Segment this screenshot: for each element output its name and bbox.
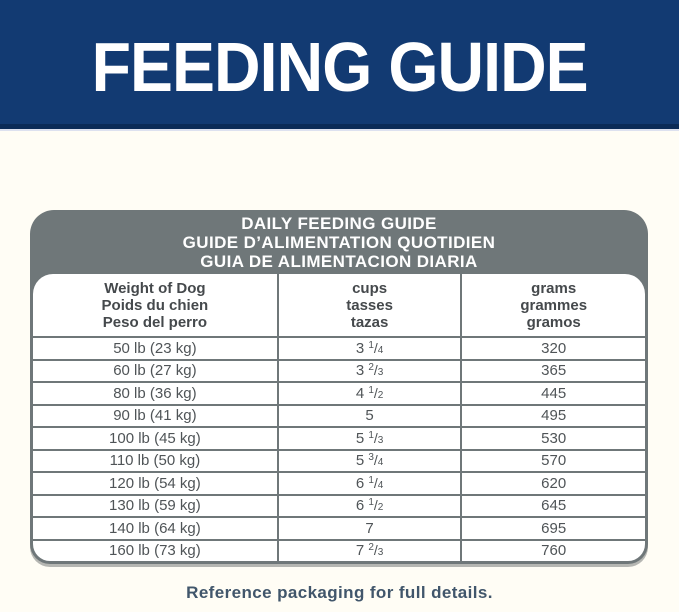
table-row: 160 lb (73 kg) 7 2/3 760 — [33, 539, 645, 561]
feeding-table: Weight of Dog Poids du chien Peso del pe… — [33, 274, 645, 561]
table-title-line-en: DAILY FEEDING GUIDE — [241, 213, 437, 233]
col-header-cups: cups tasses tazas — [276, 274, 462, 338]
fraction-numerator: 1 — [368, 339, 374, 351]
fraction-slash: / — [373, 452, 378, 469]
col-header-grams-en: grams — [531, 279, 577, 297]
weight-cell: 140 lb (64 kg) — [33, 517, 278, 541]
fraction-denominator: 4 — [377, 344, 384, 356]
cups-cell: 5 — [276, 404, 462, 428]
table-row: 80 lb (36 kg) 4 1/2 445 — [33, 382, 645, 406]
col-header-cups-en: cups — [352, 279, 388, 297]
fraction-numerator: 2 — [368, 362, 374, 374]
fraction-numerator: 3 — [368, 452, 374, 464]
col-header-weight-fr: Poids du chien — [101, 296, 209, 314]
fraction-denominator: 4 — [377, 479, 384, 491]
table-row: 120 lb (54 kg) 6 1/4 620 — [33, 472, 645, 496]
fraction-denominator: 2 — [377, 502, 384, 514]
fraction-slash: / — [373, 429, 378, 446]
fraction-slash: / — [373, 497, 378, 514]
table-row: 130 lb (59 kg) 6 1/2 645 — [33, 494, 645, 518]
table-row: 100 lb (45 kg) 5 1/3 530 — [33, 427, 645, 451]
fraction-denominator: 4 — [377, 457, 384, 469]
feeding-guide-card: DAILY FEEDING GUIDE GUIDE D’ALIMENTATION… — [30, 210, 648, 564]
weight-cell: 100 lb (45 kg) — [33, 427, 278, 451]
table-row: 60 lb (27 kg) 3 2/3 365 — [33, 359, 645, 383]
weight-cell: 110 lb (50 kg) — [33, 449, 278, 473]
table-title-line-es: GUIA DE ALIMENTACION DIARIA — [200, 251, 478, 271]
grams-cell: 320 — [460, 337, 645, 361]
table-title-line-fr: GUIDE D’ALIMENTATION QUOTIDIEN — [182, 232, 496, 252]
fraction-denominator: 3 — [377, 434, 384, 446]
fraction-denominator: 3 — [377, 547, 384, 559]
cups-cell: 3 1/4 — [276, 337, 462, 361]
fraction-numerator: 1 — [368, 429, 374, 441]
fraction-numerator: 1 — [368, 384, 374, 396]
fraction-slash: / — [373, 362, 378, 379]
table-title: DAILY FEEDING GUIDE GUIDE D’ALIMENTATION… — [30, 210, 648, 274]
fraction-slash: / — [373, 474, 378, 491]
cups-cell: 3 2/3 — [276, 359, 462, 383]
col-header-grams-es: gramos — [526, 313, 581, 331]
weight-cell: 60 lb (27 kg) — [33, 359, 278, 383]
fraction-slash: / — [373, 384, 378, 401]
fraction-denominator: 2 — [377, 389, 384, 401]
grams-cell: 645 — [460, 494, 645, 518]
footer-note: Reference packaging for full details. — [186, 583, 493, 602]
col-header-grams-fr: grammes — [520, 296, 588, 314]
table-row: 50 lb (23 kg) 3 1/4 320 — [33, 337, 645, 361]
cups-cell: 5 1/3 — [276, 427, 462, 451]
cups-cell: 5 3/4 — [276, 449, 462, 473]
weight-cell: 160 lb (73 kg) — [109, 542, 201, 560]
weight-cell: 90 lb (41 kg) — [33, 404, 278, 428]
fraction-numerator: 1 — [368, 497, 374, 509]
grams-cell: 365 — [460, 359, 645, 383]
col-header-cups-es: tazas — [350, 313, 389, 331]
fraction-numerator: 2 — [368, 542, 374, 554]
col-header-weight-es: Peso del perro — [102, 313, 207, 331]
col-header-grams: grams grammes gramos — [460, 274, 645, 338]
grams-cell: 695 — [460, 517, 645, 541]
grams-cell: 570 — [460, 449, 645, 473]
grams-cell: 620 — [460, 472, 645, 496]
fraction-slash: / — [373, 339, 378, 356]
col-header-cups-fr: tasses — [346, 296, 393, 314]
cups-cell: 6 1/4 — [276, 472, 462, 496]
grams-cell: 760 — [460, 539, 645, 561]
col-header-weight: Weight of Dog Poids du chien Peso del pe… — [33, 274, 278, 338]
weight-cell: 80 lb (36 kg) — [33, 382, 278, 406]
table-body-panel: Weight of Dog Poids du chien Peso del pe… — [33, 274, 645, 561]
weight-cell: 50 lb (23 kg) — [33, 337, 278, 361]
fraction-denominator: 3 — [377, 367, 384, 379]
table-header-row: Weight of Dog Poids du chien Peso del pe… — [33, 274, 645, 338]
fraction-numerator: 1 — [368, 474, 374, 486]
grams-cell: 445 — [460, 382, 645, 406]
table-row: 110 lb (50 kg) 5 3/4 570 — [33, 449, 645, 473]
cups-cell: 4 1/2 — [276, 382, 462, 406]
weight-cell: 130 lb (59 kg) — [33, 494, 278, 518]
weight-cell: 120 lb (54 kg) — [33, 472, 278, 496]
grams-cell: 530 — [460, 427, 645, 451]
page-title: FEEDING GUIDE — [91, 28, 588, 106]
fraction-slash: / — [373, 542, 378, 559]
cups-cell: 6 1/2 — [276, 494, 462, 518]
cups-cell: 7 — [276, 517, 462, 541]
col-header-weight-en: Weight of Dog — [104, 279, 206, 297]
grams-cell: 495 — [460, 404, 645, 428]
table-row: 140 lb (64 kg) 7 695 — [33, 517, 645, 541]
cups-cell: 7 2/3 — [276, 539, 462, 561]
banner: FEEDING GUIDE — [0, 0, 679, 129]
table-row: 90 lb (41 kg) 5 495 — [33, 404, 645, 428]
